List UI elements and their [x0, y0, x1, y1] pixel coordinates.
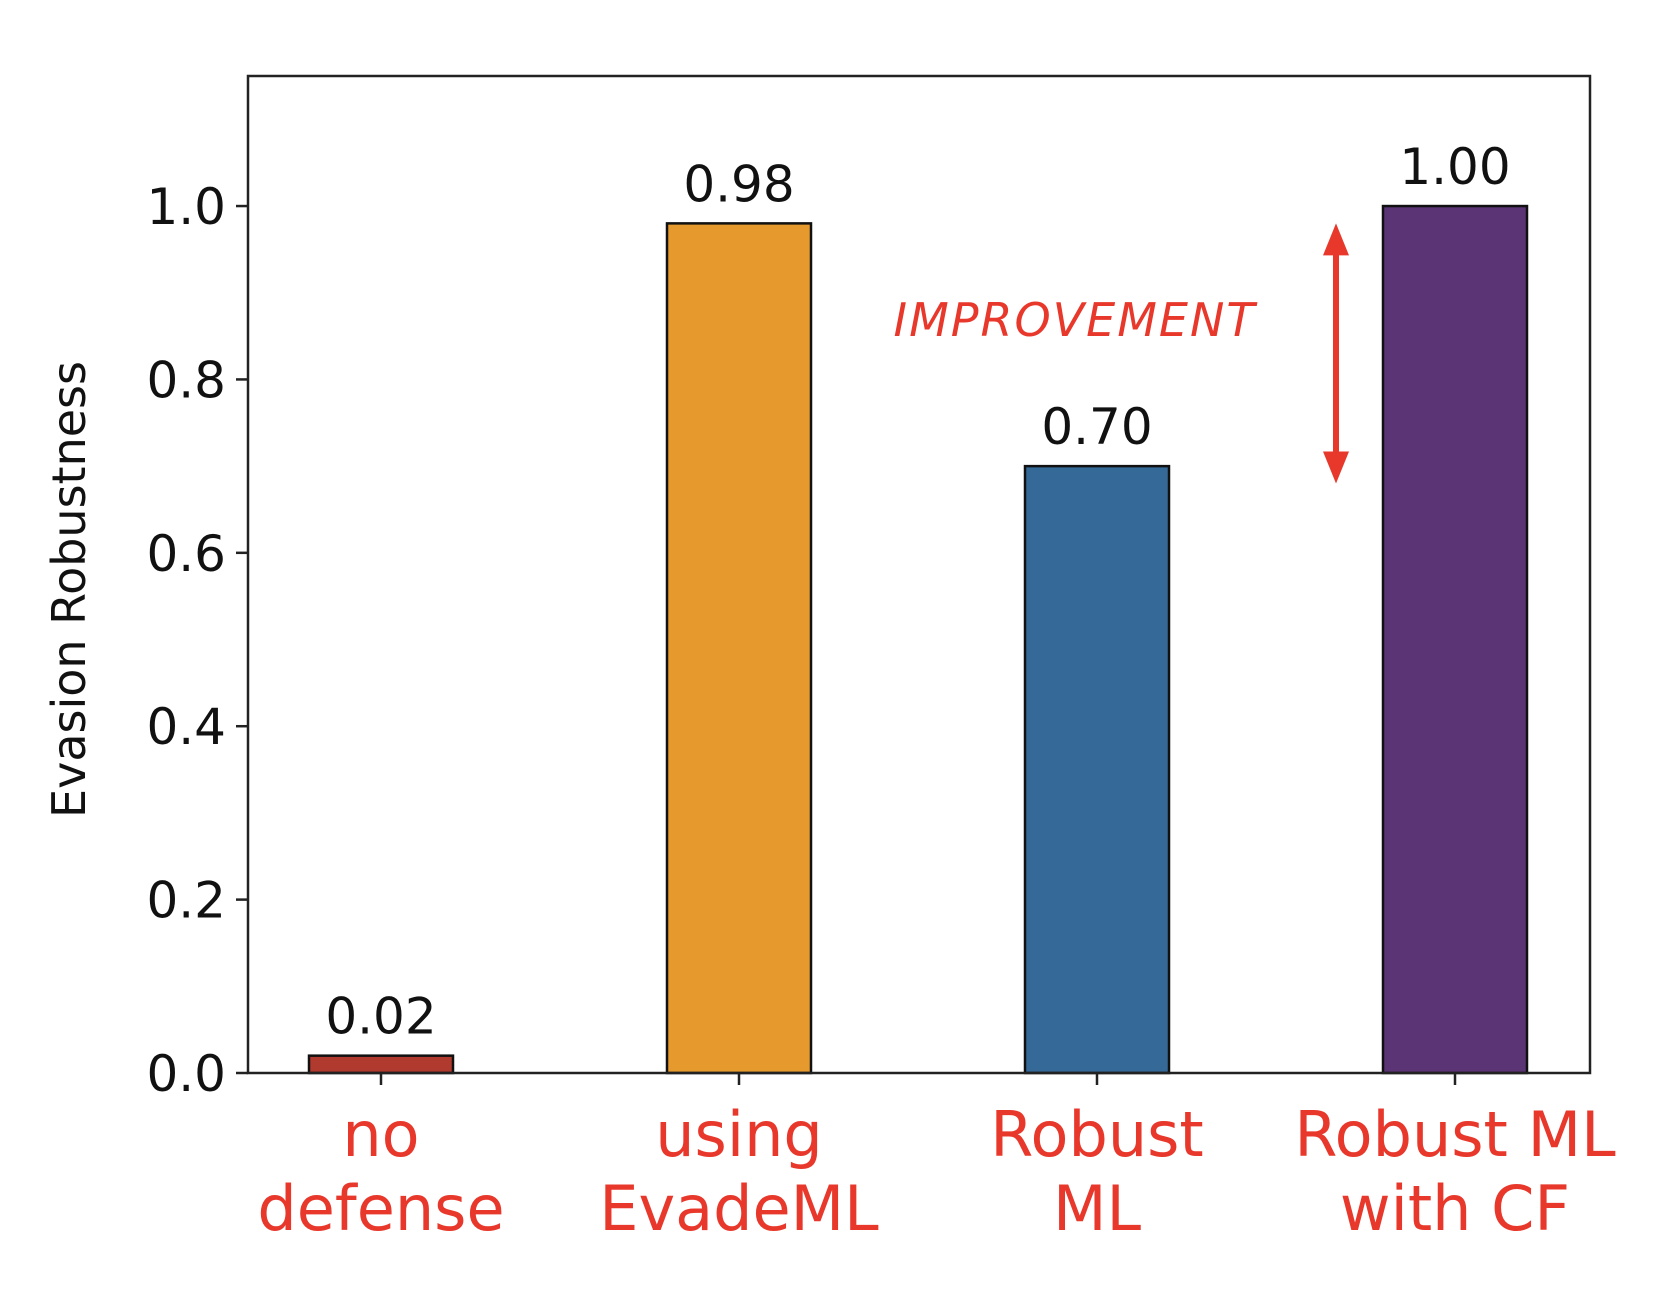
x-category-label-2: Robust ML [990, 1098, 1204, 1245]
axes-frame [246, 74, 1592, 1075]
bar-value-labels-group: 0.02 0.98 0.70 1.00 [325, 138, 1510, 1046]
bar-value-label-0: 0.02 [325, 988, 436, 1046]
y-tick-label-4: 0.8 [146, 351, 226, 409]
improvement-annotation: IMPROVEMENT [894, 223, 1349, 484]
y-axis-label: Evasion Robustness [42, 361, 96, 818]
bar-0 [307, 1054, 455, 1075]
improvement-arrowhead-up [1323, 223, 1349, 256]
y-tick-label-0: 0.0 [146, 1045, 226, 1103]
y-tick-label-3: 0.6 [146, 525, 226, 583]
bar-2 [1023, 464, 1171, 1075]
y-axis-ticks: 0.0 0.2 0.4 0.6 0.8 1.0 [146, 178, 248, 1103]
x-category-label-3: Robust ML with CF [1294, 1098, 1616, 1245]
x-axis-ticks: no defense using EvadeML Robust ML Robust ML wi… [257, 1073, 1616, 1245]
improvement-label: IMPROVEMENT [894, 293, 1259, 347]
bar-3 [1381, 204, 1529, 1075]
y-tick-label-1: 0.2 [146, 872, 226, 930]
bar-value-label-3: 1.00 [1399, 138, 1510, 196]
x-category-label-1: using EvadeML [599, 1098, 879, 1245]
y-tick-label-2: 0.4 [146, 698, 226, 756]
bar-value-label-2: 0.70 [1041, 398, 1152, 456]
improvement-arrowhead-down [1323, 451, 1349, 484]
bar-1 [665, 222, 813, 1075]
bars-group [307, 204, 1529, 1075]
bar-value-label-1: 0.98 [683, 155, 794, 213]
y-tick-label-5: 1.0 [146, 178, 226, 236]
x-category-label-0: no defense [257, 1098, 504, 1245]
